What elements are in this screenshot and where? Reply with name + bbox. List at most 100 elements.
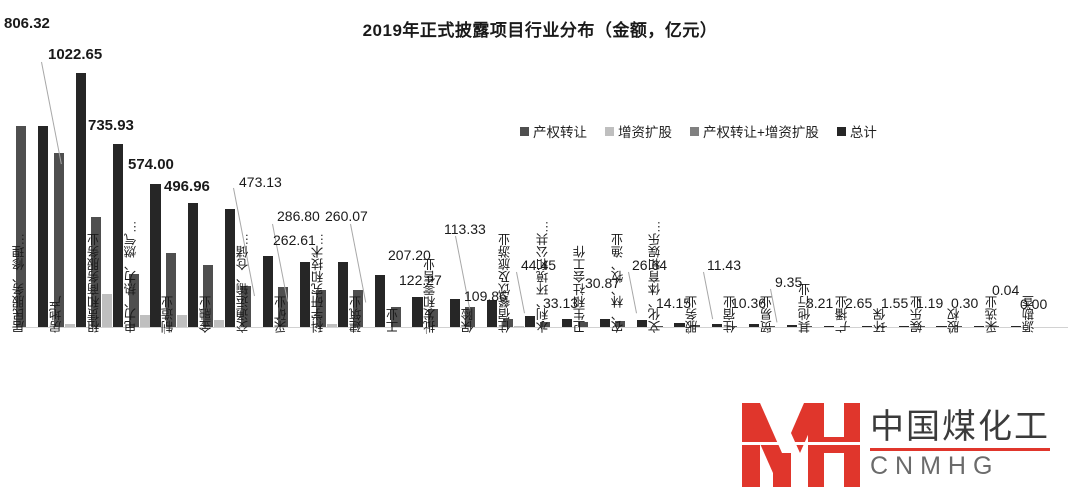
bar-chanquanzhuanrang[interactable] — [615, 321, 626, 327]
bar-total[interactable] — [262, 255, 273, 327]
bar-chanquanzhuanrang[interactable] — [427, 309, 439, 327]
bar-chanquanzhuanrang[interactable] — [727, 325, 738, 327]
bar-value-label: 1022.65 — [48, 46, 103, 63]
bar-chanquanzhuanrang[interactable] — [390, 307, 401, 327]
legend-item-total[interactable]: 总计 — [836, 121, 877, 141]
bar-chanquanzhuanrang[interactable] — [502, 319, 513, 327]
x-axis-category-label: 股权 — [947, 308, 962, 333]
x-axis-category-label: 卫生和社会工作 — [573, 245, 588, 334]
bar-chanquanzhuanrang[interactable] — [315, 290, 326, 327]
bar-value-label: 33.13 — [543, 295, 579, 311]
x-axis-category-label: 其他行业 — [798, 283, 813, 333]
bar-value-label: 496.96 — [164, 178, 210, 195]
bar-total[interactable] — [861, 325, 872, 327]
bar-zengzikuogu[interactable] — [139, 315, 150, 327]
bar-zengzikuogu[interactable] — [326, 323, 337, 327]
bar-chanquanzhuanrang[interactable] — [91, 216, 102, 327]
bar-value-label: 14.15 — [656, 295, 692, 311]
x-axis-category-label: 源勘查 — [1022, 295, 1037, 334]
bar-chanquanzhuanrang[interactable] — [689, 324, 701, 327]
bar-chanquanzhuanrang[interactable] — [877, 325, 888, 327]
bar-chanquanzhuanrang[interactable] — [203, 264, 214, 327]
label-leader-line — [703, 271, 714, 320]
bar-total[interactable] — [449, 298, 460, 327]
bar-value-label: 0.30 — [951, 295, 979, 311]
bar-chanquanzhuanrang[interactable] — [53, 153, 64, 327]
legend-item-zengzikuogu[interactable]: 增资扩股 — [605, 121, 672, 141]
bar-chanquanzhuanrang[interactable] — [540, 322, 551, 327]
x-axis-category-label: 服务业 — [685, 295, 700, 334]
bar-chanquanzhuanrang[interactable] — [465, 307, 476, 327]
bar-total[interactable] — [487, 299, 498, 327]
bar-total[interactable] — [524, 315, 535, 327]
bar-total[interactable] — [824, 325, 835, 327]
bar-chanquanzhuanrang[interactable] — [802, 325, 813, 327]
x-axis-category-label: 居民服务、修理… — [12, 233, 27, 333]
x-axis-category-label: 建筑业 — [349, 295, 364, 334]
bar-total[interactable] — [973, 325, 984, 327]
bar-zengzikuogu[interactable] — [64, 323, 75, 327]
bar-zengzikuogu[interactable] — [513, 325, 524, 327]
bar-total[interactable] — [113, 143, 124, 327]
bar-total[interactable] — [674, 323, 685, 327]
bar-total[interactable] — [936, 325, 947, 327]
bar-value-label: 262.61 — [273, 232, 316, 248]
x-axis-category-label: 贸易业 — [760, 295, 775, 334]
bar-zengzikuogu[interactable] — [214, 320, 225, 327]
bar-chanquanzhuanrang[interactable] — [989, 325, 1000, 327]
bar-chanquanzhuanrang[interactable] — [353, 289, 364, 327]
logo-name-cn: 中国煤化工 — [870, 408, 1050, 447]
bar-value-label: 574.00 — [128, 156, 174, 173]
bar-chanquanzhuanrang[interactable] — [764, 325, 775, 327]
bar-value-label: 26.64 — [632, 257, 668, 273]
bar-total[interactable] — [412, 296, 423, 327]
x-axis-category-label: 环保 — [873, 308, 888, 333]
bar-chanquanzhuanrang[interactable] — [951, 325, 963, 327]
bar-total[interactable] — [562, 318, 573, 327]
bar-total[interactable] — [711, 324, 722, 327]
bar-zengzikuogu[interactable] — [176, 314, 188, 327]
bar-chanquanzhuanrang[interactable] — [652, 325, 663, 327]
bar-total[interactable] — [75, 72, 86, 327]
bar-total[interactable] — [150, 184, 161, 327]
x-axis-category-label: 水利、环境和公共… — [536, 220, 551, 334]
bar-value-label: 0.04 — [992, 282, 1020, 298]
x-axis-category-label: 保险 — [461, 308, 476, 333]
bar-total[interactable] — [637, 320, 648, 327]
bar-chanquanzhuanrang[interactable] — [165, 253, 177, 327]
bar-total[interactable] — [1011, 325, 1022, 327]
bar-value-label: 122.27 — [399, 272, 442, 288]
x-axis-category-label: 采矿业 — [274, 295, 289, 334]
bar-chanquanzhuanrang[interactable] — [128, 273, 139, 327]
bar-total[interactable] — [187, 203, 198, 327]
x-axis-tick — [163, 328, 165, 334]
x-axis-category-label: 科学研究和技术… — [311, 233, 326, 333]
bar-chanquanzhuanrang[interactable] — [16, 126, 27, 327]
bar-value-label: 1.19 — [916, 295, 944, 311]
bar-chanquanzhuanrang[interactable] — [577, 321, 588, 327]
bar-total[interactable] — [300, 261, 311, 327]
x-axis-category-label: 金融业 — [199, 295, 214, 334]
legend-item-combined[interactable]: 产权转让+增资扩股 — [690, 121, 819, 141]
bar-total[interactable] — [337, 262, 348, 327]
x-axis-category-label: 批发和零售业 — [423, 258, 438, 333]
bar-zengzikuogu[interactable] — [102, 294, 113, 327]
bar-total[interactable] — [899, 325, 910, 327]
bar-total[interactable] — [599, 319, 610, 327]
bar-total[interactable] — [225, 209, 236, 327]
bar-total[interactable] — [38, 126, 49, 327]
bar-chanquanzhuanrang[interactable] — [914, 325, 925, 327]
x-axis-line — [12, 327, 1068, 328]
legend-item-chanquanzhuanrang[interactable]: 产权转让 — [520, 121, 587, 141]
bar-chanquanzhuanrang[interactable] — [240, 285, 251, 327]
bar-chanquanzhuanrang[interactable] — [278, 286, 289, 327]
bar-total[interactable] — [375, 275, 386, 327]
x-axis-category-label: 房地产 — [49, 295, 64, 334]
bar-value-label: 1.55 — [881, 295, 909, 311]
x-axis-tick — [949, 328, 951, 334]
bar-total[interactable] — [786, 324, 797, 327]
x-axis-category-label: 采选业 — [985, 295, 1000, 334]
bar-total[interactable] — [749, 324, 760, 327]
bar-chanquanzhuanrang[interactable] — [839, 325, 850, 327]
